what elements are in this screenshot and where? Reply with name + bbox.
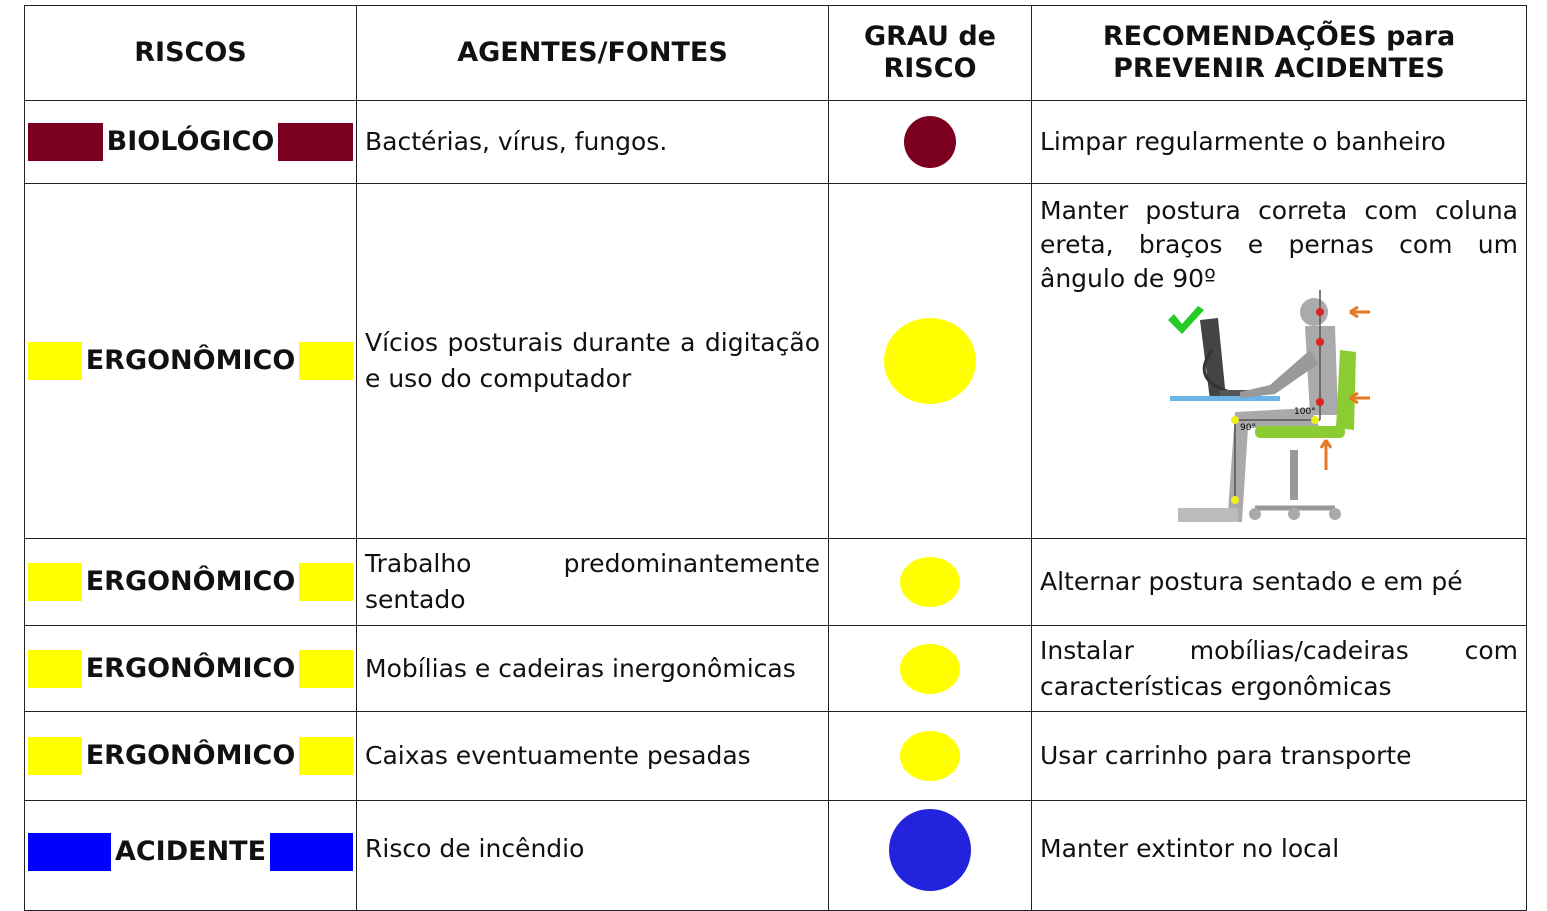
- agent-cell: Trabalho predominantemente sentado: [356, 538, 829, 626]
- grade-cell: [828, 800, 1032, 911]
- risk-label: ERGONÔMICO: [81, 563, 300, 601]
- risk-dot: [900, 557, 960, 607]
- agent-cell: Mobílias e cadeiras inergonômicas: [356, 625, 829, 712]
- risk-label: ERGONÔMICO: [81, 649, 300, 688]
- risk-cell: ERGONÔMICO: [24, 711, 357, 801]
- row: ERGONÔMICO Mobílias e cadeiras inergonôm…: [24, 625, 1527, 712]
- header-cell: RISCOS: [24, 5, 357, 101]
- rec-cell: Manter extintor no local: [1031, 800, 1527, 911]
- rec-cell: Limpar regularmente o banheiro: [1031, 100, 1527, 184]
- row: ERGONÔMICO Caixas eventuamente pesadas U…: [24, 711, 1527, 801]
- angle-label: 90°: [1240, 423, 1256, 433]
- risk-dot: [889, 808, 971, 891]
- risk-cell: ERGONÔMICO: [24, 625, 357, 712]
- risk-label: BIOLÓGICO: [102, 123, 279, 161]
- agent-cell: Caixas eventuamente pesadas: [356, 711, 829, 801]
- rec-text: Manter postura correta com coluna ereta,…: [1040, 196, 1518, 293]
- angle-label: 100°: [1294, 407, 1316, 417]
- agent-cell: Vícios posturais durante a digitação e u…: [356, 183, 829, 539]
- rec-cell: Usar carrinho para transporte: [1031, 711, 1527, 801]
- risk-label: ERGONÔMICO: [81, 737, 300, 775]
- risk-label: ACIDENTE: [110, 832, 271, 871]
- risk-dot: [904, 116, 956, 168]
- header-cell: GRAU de RISCO: [828, 5, 1032, 101]
- agent-cell: Risco de incêndio: [356, 800, 829, 911]
- grade-cell: [828, 100, 1032, 184]
- rec-cell: Alternar postura sentado e em pé: [1031, 538, 1527, 626]
- risk-dot: [884, 318, 976, 404]
- posture-illustration: 100° 90°: [1168, 290, 1370, 522]
- grade-cell: [828, 711, 1032, 801]
- risk-cell: ERGONÔMICO: [24, 538, 357, 626]
- risk-table: RISCOS AGENTES/FONTES GRAU de RISCO RECO…: [24, 5, 1527, 911]
- rec-cell: Manter postura correta com coluna ereta,…: [1031, 183, 1527, 539]
- header-cell: AGENTES/FONTES: [356, 5, 829, 101]
- grade-cell: [828, 183, 1032, 539]
- row: ERGONÔMICO Vícios posturais durante a di…: [24, 183, 1527, 539]
- row: ERGONÔMICO Trabalho predominantemente se…: [24, 538, 1527, 626]
- risk-cell: ERGONÔMICO: [24, 183, 357, 539]
- agent-cell: Bactérias, vírus, fungos.: [356, 100, 829, 184]
- row: ACIDENTE Risco de incêndio Manter extint…: [24, 800, 1527, 911]
- header-cell: RECOMENDAÇÕES para PREVENIR ACIDENTES: [1031, 5, 1527, 101]
- grade-cell: [828, 625, 1032, 712]
- rec-cell: Instalar mobílias/cadeiras com caracterí…: [1031, 625, 1527, 712]
- grade-cell: [828, 538, 1032, 626]
- risk-label: ERGONÔMICO: [81, 342, 300, 380]
- header-row: RISCOS AGENTES/FONTES GRAU de RISCO RECO…: [24, 5, 1527, 101]
- risk-cell: ACIDENTE: [24, 800, 357, 911]
- risk-dot: [900, 731, 960, 781]
- row: BIOLÓGICO Bactérias, vírus, fungos. Limp…: [24, 100, 1527, 184]
- risk-cell: BIOLÓGICO: [24, 100, 357, 184]
- risk-dot: [900, 643, 960, 694]
